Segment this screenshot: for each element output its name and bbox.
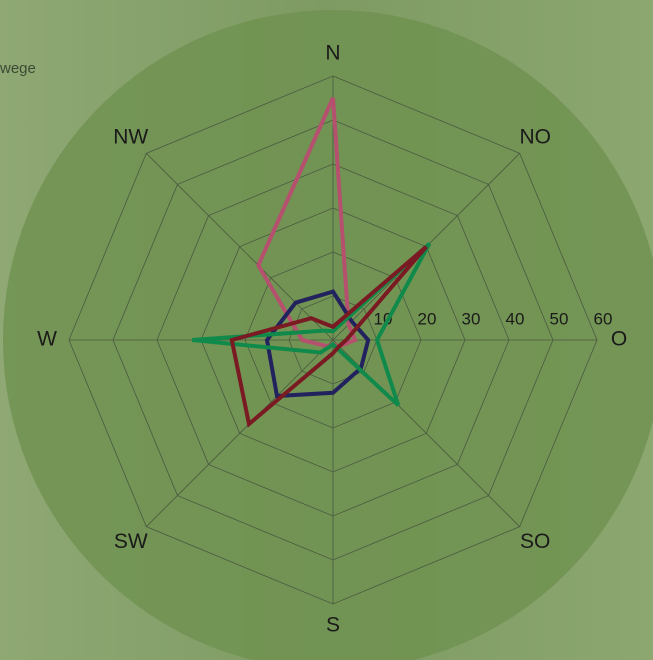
tick-label: 40 bbox=[506, 309, 525, 328]
tick-label: 30 bbox=[462, 309, 481, 328]
axis-label: SO bbox=[520, 530, 550, 553]
tick-label: 20 bbox=[418, 309, 437, 328]
tick-label: 50 bbox=[550, 309, 569, 328]
axis-label: NO bbox=[519, 125, 551, 148]
series-line bbox=[192, 242, 432, 407]
axis-label: S bbox=[326, 614, 340, 637]
spoke bbox=[146, 339, 334, 527]
header-text: wege bbox=[0, 60, 36, 77]
axis-label: NW bbox=[113, 125, 148, 148]
axis-label: O bbox=[611, 328, 627, 351]
axis-label: N bbox=[325, 42, 340, 65]
series-line bbox=[229, 245, 428, 428]
spoke bbox=[146, 153, 334, 341]
tick-label: 60 bbox=[594, 309, 613, 328]
axis-label: W bbox=[37, 328, 57, 351]
axis-label: SW bbox=[114, 530, 148, 553]
